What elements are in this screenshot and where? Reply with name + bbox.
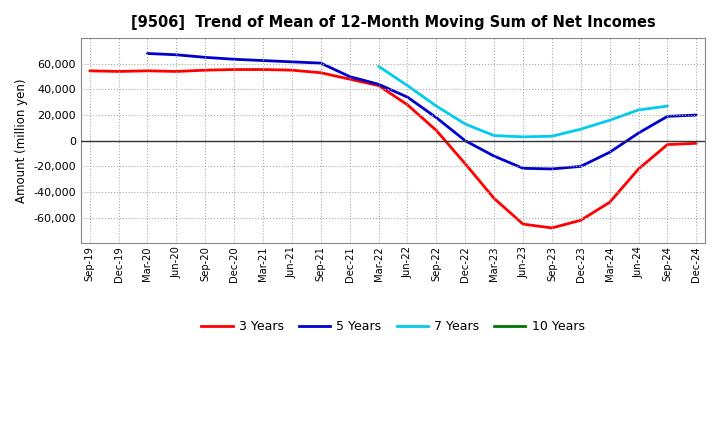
5 Years: [172, 52, 181, 58]
7 Years: [518, 134, 527, 139]
5 Years: [201, 55, 210, 60]
5 Years: [606, 150, 614, 155]
3 Years: [172, 69, 181, 74]
3 Years: [518, 221, 527, 227]
5 Years: [663, 114, 672, 119]
5 Years: [317, 60, 325, 66]
3 Years: [374, 83, 383, 88]
3 Years: [258, 67, 267, 72]
3 Years: [143, 68, 152, 73]
Y-axis label: Amount (million yen): Amount (million yen): [15, 78, 28, 203]
5 Years: [287, 59, 296, 65]
Line: 7 Years: 7 Years: [379, 66, 667, 137]
7 Years: [606, 117, 614, 123]
3 Years: [692, 141, 701, 146]
3 Years: [461, 161, 469, 166]
3 Years: [287, 67, 296, 73]
5 Years: [230, 57, 238, 62]
3 Years: [403, 102, 412, 107]
3 Years: [86, 68, 94, 73]
3 Years: [346, 77, 354, 82]
3 Years: [201, 67, 210, 73]
7 Years: [432, 103, 441, 109]
5 Years: [692, 113, 701, 118]
7 Years: [461, 121, 469, 127]
5 Years: [490, 154, 498, 159]
Line: 5 Years: 5 Years: [148, 54, 696, 169]
3 Years: [606, 200, 614, 205]
5 Years: [346, 74, 354, 79]
7 Years: [663, 103, 672, 109]
5 Years: [143, 51, 152, 56]
3 Years: [432, 128, 441, 133]
7 Years: [577, 127, 585, 132]
3 Years: [317, 70, 325, 75]
5 Years: [634, 130, 643, 136]
5 Years: [432, 115, 441, 120]
Title: [9506]  Trend of Mean of 12-Month Moving Sum of Net Incomes: [9506] Trend of Mean of 12-Month Moving …: [130, 15, 655, 30]
Line: 3 Years: 3 Years: [90, 70, 696, 228]
3 Years: [230, 67, 238, 72]
Legend: 3 Years, 5 Years, 7 Years, 10 Years: 3 Years, 5 Years, 7 Years, 10 Years: [197, 315, 590, 338]
3 Years: [114, 69, 123, 74]
5 Years: [403, 95, 412, 100]
7 Years: [548, 134, 557, 139]
3 Years: [490, 196, 498, 201]
5 Years: [577, 164, 585, 169]
7 Years: [374, 64, 383, 69]
3 Years: [634, 166, 643, 172]
5 Years: [548, 166, 557, 172]
5 Years: [374, 82, 383, 87]
7 Years: [634, 107, 643, 113]
5 Years: [518, 165, 527, 171]
3 Years: [548, 225, 557, 231]
7 Years: [490, 133, 498, 138]
7 Years: [403, 83, 412, 88]
3 Years: [577, 218, 585, 223]
5 Years: [258, 58, 267, 63]
3 Years: [663, 142, 672, 147]
5 Years: [461, 138, 469, 143]
